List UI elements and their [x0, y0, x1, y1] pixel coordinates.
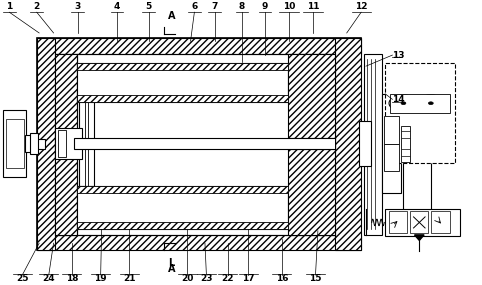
- Bar: [5, 119, 24, 168]
- Text: 18: 18: [66, 274, 78, 283]
- Bar: [401, 126, 410, 162]
- Text: 5: 5: [146, 2, 152, 11]
- Text: 8: 8: [239, 2, 245, 11]
- Text: 9: 9: [262, 2, 268, 11]
- Bar: [288, 138, 335, 149]
- Bar: [37, 38, 361, 54]
- Circle shape: [401, 102, 406, 105]
- Bar: [401, 131, 410, 138]
- Bar: [25, 139, 45, 148]
- Bar: [37, 38, 361, 250]
- Circle shape: [389, 95, 418, 111]
- Bar: [410, 211, 428, 233]
- Bar: [384, 116, 399, 144]
- Text: 7: 7: [212, 2, 218, 11]
- Bar: [29, 133, 38, 154]
- Bar: [335, 38, 361, 250]
- Bar: [390, 93, 450, 113]
- Bar: [384, 144, 399, 171]
- Bar: [431, 211, 450, 233]
- Text: 20: 20: [181, 274, 193, 283]
- Bar: [77, 95, 288, 102]
- Text: 6: 6: [191, 2, 198, 11]
- Text: 14: 14: [392, 95, 405, 104]
- Bar: [55, 54, 77, 235]
- Bar: [382, 94, 401, 194]
- Bar: [77, 63, 288, 102]
- Text: 11: 11: [307, 2, 320, 11]
- Text: 19: 19: [94, 274, 107, 283]
- Bar: [37, 235, 361, 250]
- Bar: [77, 186, 288, 194]
- Text: 15: 15: [309, 274, 322, 283]
- Text: L: L: [168, 258, 174, 268]
- Bar: [385, 63, 455, 163]
- Circle shape: [416, 95, 445, 111]
- Bar: [74, 138, 335, 149]
- Bar: [77, 63, 288, 70]
- Text: 22: 22: [221, 274, 234, 283]
- Text: 4: 4: [114, 2, 120, 11]
- Bar: [25, 135, 37, 152]
- Text: 25: 25: [16, 274, 28, 283]
- Bar: [389, 211, 407, 233]
- Text: 23: 23: [200, 274, 213, 283]
- Bar: [363, 54, 382, 235]
- Bar: [58, 130, 67, 157]
- Circle shape: [428, 102, 433, 105]
- Text: 10: 10: [283, 2, 295, 11]
- Bar: [288, 54, 335, 235]
- Text: 12: 12: [355, 2, 367, 11]
- Bar: [385, 209, 460, 236]
- Text: 3: 3: [74, 2, 80, 11]
- Bar: [77, 222, 288, 229]
- Text: A: A: [168, 11, 175, 21]
- Text: 2: 2: [34, 2, 40, 11]
- Text: 16: 16: [276, 274, 288, 283]
- Text: 21: 21: [123, 274, 136, 283]
- Polygon shape: [415, 235, 424, 241]
- Text: 24: 24: [42, 274, 55, 283]
- Text: 17: 17: [242, 274, 254, 283]
- Text: A: A: [168, 264, 175, 274]
- Bar: [359, 121, 371, 166]
- Bar: [77, 186, 288, 229]
- Text: 13: 13: [392, 51, 405, 60]
- Bar: [37, 38, 55, 250]
- Text: 1: 1: [6, 2, 13, 11]
- Bar: [401, 149, 410, 156]
- Bar: [3, 110, 26, 177]
- Bar: [55, 128, 81, 159]
